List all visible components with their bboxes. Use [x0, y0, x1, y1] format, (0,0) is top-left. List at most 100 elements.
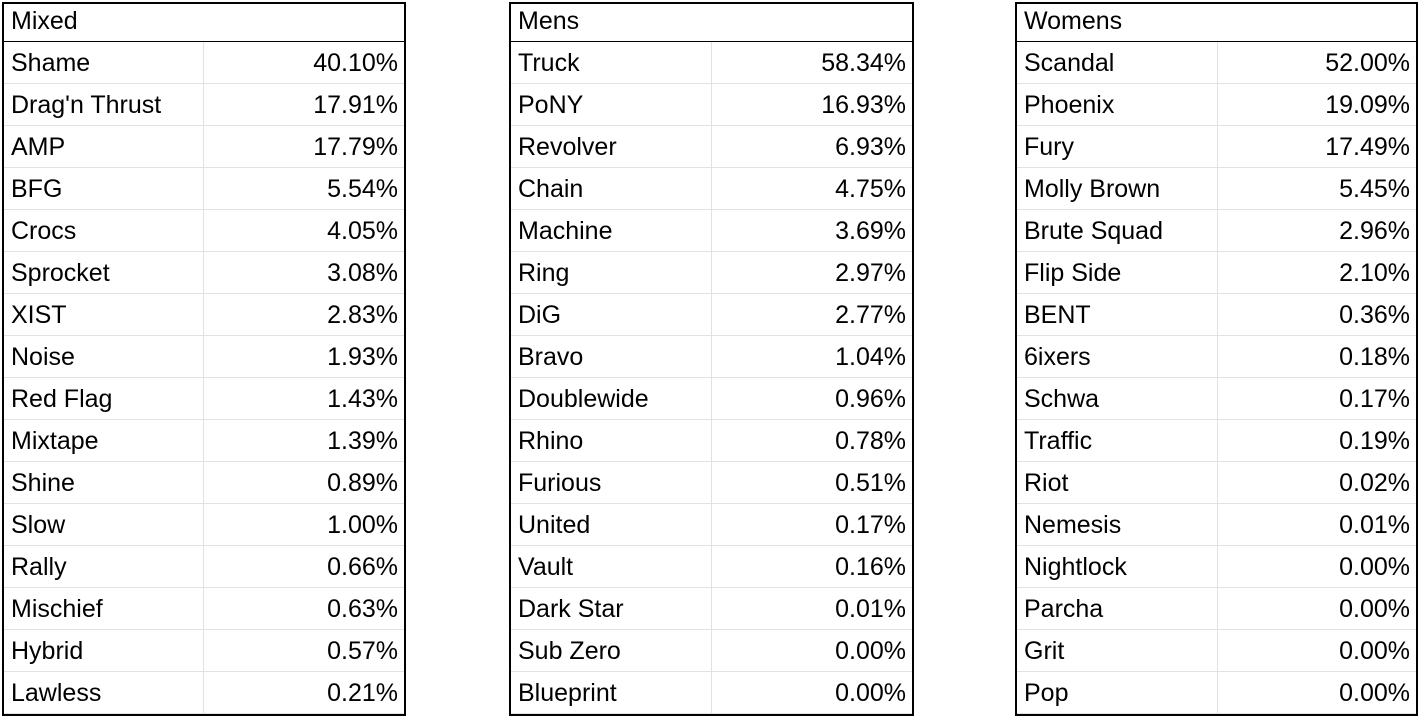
team-name-cell[interactable]: Red Flag: [11, 385, 113, 413]
percentage-cell[interactable]: 3.69%: [711, 210, 912, 251]
percentage-cell[interactable]: 4.05%: [203, 210, 404, 251]
percentage-cell[interactable]: 0.17%: [711, 504, 912, 545]
team-name-cell[interactable]: Vault: [518, 553, 574, 581]
team-name-cell[interactable]: Mixtape: [11, 427, 99, 455]
team-name-cell[interactable]: Parcha: [1024, 595, 1104, 623]
percentage-cell[interactable]: 0.19%: [1217, 420, 1416, 461]
team-name-cell[interactable]: Nightlock: [1024, 553, 1127, 581]
team-name-cell[interactable]: DiG: [518, 301, 562, 329]
mens-header-row[interactable]: Mens: [511, 0, 912, 42]
team-name-cell[interactable]: Shine: [11, 469, 75, 497]
percentage-cell[interactable]: 1.00%: [203, 504, 404, 545]
mixed-table-title[interactable]: Mixed: [11, 7, 78, 35]
percentage-cell[interactable]: 0.00%: [1217, 546, 1416, 587]
team-name-cell[interactable]: Truck: [518, 49, 580, 77]
team-name-cell[interactable]: XIST: [11, 301, 67, 329]
percentage-cell[interactable]: 6.93%: [711, 126, 912, 167]
percentage-cell[interactable]: 52.00%: [1217, 42, 1416, 83]
team-name-cell[interactable]: Grit: [1024, 637, 1065, 665]
team-name-cell[interactable]: Furious: [518, 469, 602, 497]
percentage-cell[interactable]: 1.04%: [711, 336, 912, 377]
team-name-cell[interactable]: Drag'n Thrust: [11, 91, 162, 119]
percentage-cell[interactable]: 0.96%: [711, 378, 912, 419]
team-name-cell[interactable]: BENT: [1024, 301, 1091, 329]
percentage-cell[interactable]: 0.36%: [1217, 294, 1416, 335]
team-name-cell[interactable]: Fury: [1024, 133, 1074, 161]
percentage-cell[interactable]: 0.00%: [1217, 630, 1416, 671]
percentage-cell[interactable]: 0.21%: [203, 672, 404, 713]
percentage-cell[interactable]: 0.57%: [203, 630, 404, 671]
team-name-cell[interactable]: Flip Side: [1024, 259, 1122, 287]
team-name-cell[interactable]: Doublewide: [518, 385, 649, 413]
percentage-cell[interactable]: 0.17%: [1217, 378, 1416, 419]
percentage-cell[interactable]: 40.10%: [203, 42, 404, 83]
team-name-cell[interactable]: Chain: [518, 175, 584, 203]
percentage-cell[interactable]: 0.16%: [711, 546, 912, 587]
percentage-cell[interactable]: 3.08%: [203, 252, 404, 293]
team-name-cell[interactable]: PoNY: [518, 91, 584, 119]
percentage-cell[interactable]: 0.63%: [203, 588, 404, 629]
team-name-cell[interactable]: Hybrid: [11, 637, 84, 665]
percentage-cell[interactable]: 1.93%: [203, 336, 404, 377]
percentage-cell[interactable]: 0.00%: [1217, 588, 1416, 629]
percentage-cell[interactable]: 1.39%: [203, 420, 404, 461]
percentage-cell[interactable]: 4.75%: [711, 168, 912, 209]
team-name-cell[interactable]: Shame: [11, 49, 91, 77]
team-name-cell[interactable]: Noise: [11, 343, 75, 371]
team-name-cell[interactable]: AMP: [11, 133, 66, 161]
percentage-cell[interactable]: 0.00%: [711, 672, 912, 713]
team-name-cell[interactable]: Pop: [1024, 679, 1069, 707]
percentage-cell[interactable]: 17.91%: [203, 84, 404, 125]
team-name-cell[interactable]: Mischief: [11, 595, 103, 623]
percentage-cell[interactable]: 0.02%: [1217, 462, 1416, 503]
percentage-cell[interactable]: 0.78%: [711, 420, 912, 461]
team-name-cell[interactable]: Scandal: [1024, 49, 1115, 77]
percentage-cell[interactable]: 0.00%: [1217, 672, 1416, 713]
team-name-cell[interactable]: 6ixers: [1024, 343, 1091, 371]
percentage-cell[interactable]: 5.45%: [1217, 168, 1416, 209]
percentage-cell[interactable]: 17.49%: [1217, 126, 1416, 167]
womens-table-title[interactable]: Womens: [1024, 7, 1123, 35]
percentage-cell[interactable]: 16.93%: [711, 84, 912, 125]
mens-table-title[interactable]: Mens: [518, 7, 580, 35]
team-name-cell[interactable]: Molly Brown: [1024, 175, 1161, 203]
percentage-cell[interactable]: 0.51%: [711, 462, 912, 503]
team-name-cell[interactable]: Rhino: [518, 427, 584, 455]
percentage-cell[interactable]: 19.09%: [1217, 84, 1416, 125]
percentage-cell[interactable]: 0.01%: [711, 588, 912, 629]
team-name-cell[interactable]: Phoenix: [1024, 91, 1115, 119]
team-name-cell[interactable]: Riot: [1024, 469, 1069, 497]
team-name-cell[interactable]: Sub Zero: [518, 637, 621, 665]
percentage-cell[interactable]: 2.96%: [1217, 210, 1416, 251]
womens-header-row[interactable]: Womens: [1017, 0, 1416, 42]
team-name-cell[interactable]: Sprocket: [11, 259, 110, 287]
team-name-cell[interactable]: Slow: [11, 511, 66, 539]
team-name-cell[interactable]: Crocs: [11, 217, 77, 245]
percentage-cell[interactable]: 0.66%: [203, 546, 404, 587]
percentage-cell[interactable]: 17.79%: [203, 126, 404, 167]
percentage-cell[interactable]: 0.01%: [1217, 504, 1416, 545]
percentage-cell[interactable]: 2.97%: [711, 252, 912, 293]
percentage-cell[interactable]: 58.34%: [711, 42, 912, 83]
team-name-cell[interactable]: Blueprint: [518, 679, 617, 707]
team-name-cell[interactable]: Ring: [518, 259, 570, 287]
percentage-cell[interactable]: 2.83%: [203, 294, 404, 335]
percentage-cell[interactable]: 0.00%: [711, 630, 912, 671]
team-name-cell[interactable]: Schwa: [1024, 385, 1100, 413]
percentage-cell[interactable]: 0.18%: [1217, 336, 1416, 377]
percentage-cell[interactable]: 2.77%: [711, 294, 912, 335]
team-name-cell[interactable]: Machine: [518, 217, 613, 245]
team-name-cell[interactable]: Traffic: [1024, 427, 1093, 455]
team-name-cell[interactable]: Nemesis: [1024, 511, 1122, 539]
mixed-header-row[interactable]: Mixed: [4, 0, 404, 42]
team-name-cell[interactable]: United: [518, 511, 591, 539]
percentage-cell[interactable]: 5.54%: [203, 168, 404, 209]
percentage-cell[interactable]: 1.43%: [203, 378, 404, 419]
team-name-cell[interactable]: Revolver: [518, 133, 617, 161]
percentage-cell[interactable]: 0.89%: [203, 462, 404, 503]
team-name-cell[interactable]: Bravo: [518, 343, 584, 371]
team-name-cell[interactable]: BFG: [11, 175, 63, 203]
team-name-cell[interactable]: Lawless: [11, 679, 102, 707]
percentage-cell[interactable]: 2.10%: [1217, 252, 1416, 293]
team-name-cell[interactable]: Dark Star: [518, 595, 624, 623]
